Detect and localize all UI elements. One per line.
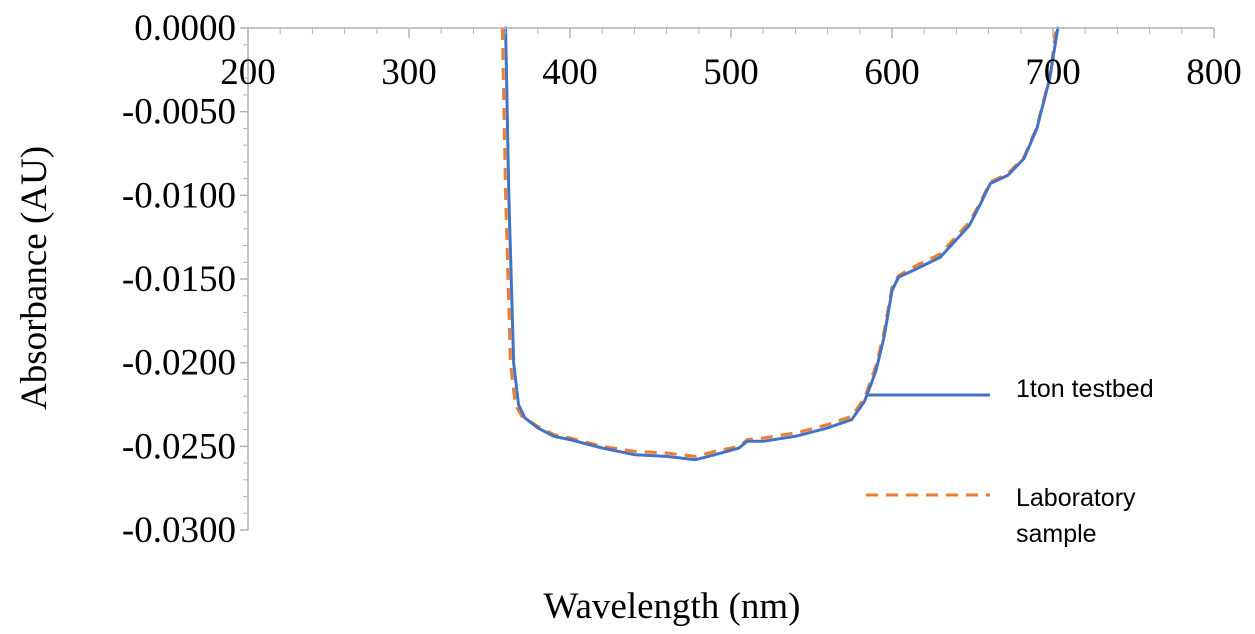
x-axis-title: Wavelength (nm) (544, 586, 801, 627)
series-layer (500, 26, 1060, 462)
legend-label-1ton-testbed: 1ton testbed (1016, 375, 1154, 403)
x-tick-label: 200 (220, 52, 276, 93)
series-line-1ton-testbed (504, 26, 1060, 462)
y-tick-label: -0.0300 (122, 510, 236, 551)
y-tick-label: -0.0250 (122, 426, 236, 467)
y-tick-label: -0.0150 (122, 259, 236, 300)
x-tick-label: 600 (864, 52, 920, 93)
y-axis-ticks: 0.0000 -0.0050 -0.0100 -0.0150 -0.0200 -0.025… (122, 8, 248, 551)
legend-label-laboratory-sample-line1: Laboratory (1016, 484, 1136, 512)
legend-label-laboratory-sample-line2: sample (1016, 520, 1097, 548)
y-axis-title: Absorbance (AU) (14, 146, 55, 410)
x-tick-label: 700 (1025, 52, 1081, 93)
x-tick-label: 300 (381, 52, 437, 93)
x-tick-label: 800 (1186, 52, 1242, 93)
x-axis-ticks: 200 300 400 500 600 700 800 (220, 28, 1242, 93)
y-tick-label: -0.0100 (122, 175, 236, 216)
y-tick-label: -0.0050 (122, 92, 236, 133)
y-tick-label: 0.0000 (134, 8, 236, 49)
y-tick-label: -0.0200 (122, 343, 236, 384)
legend: 1ton testbed Laboratory sample (866, 375, 1154, 548)
x-tick-label: 500 (703, 52, 759, 93)
x-tick-label: 400 (542, 52, 598, 93)
